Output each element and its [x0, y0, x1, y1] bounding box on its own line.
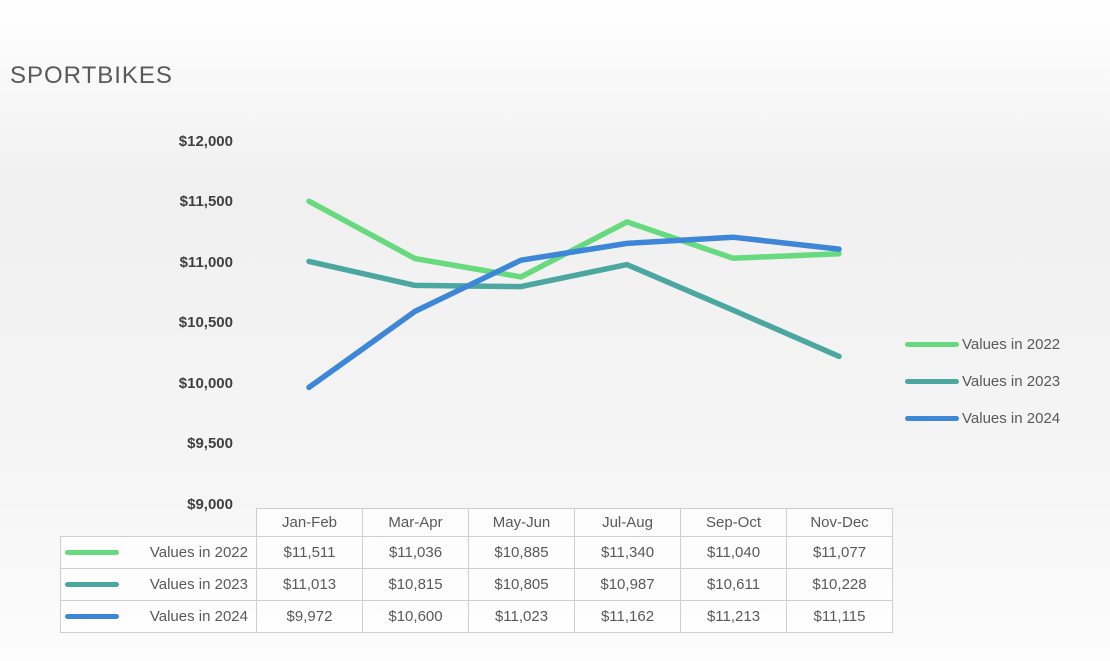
- legend-item-2023: Values in 2023: [905, 369, 1060, 393]
- legend: Values in 2022 Values in 2023 Values in …: [905, 332, 1060, 430]
- table-row-2023: Values in 2023 $11,013 $10,815 $10,805 $…: [60, 568, 893, 601]
- legend-item-label: Values in 2024: [962, 409, 1061, 427]
- legend-line-swatch-icon: [905, 415, 959, 421]
- row-label-text: Values in 2023: [149, 576, 248, 593]
- table-row-2024: Values in 2024 $9,972 $10,600 $11,023 $1…: [60, 600, 893, 633]
- series-line-values-in-2023: [306, 258, 842, 360]
- table-cell: $11,040: [680, 536, 787, 569]
- table-corner-cell: [61, 509, 257, 537]
- y-axis-tick-label: $10,500: [178, 314, 233, 331]
- legend-line-swatch-icon: [905, 341, 959, 347]
- table-cell: $11,023: [468, 600, 575, 633]
- column-header: Jan-Feb: [256, 508, 363, 537]
- table-cell: $11,340: [574, 536, 681, 569]
- y-axis-tick-label: $11,000: [179, 254, 233, 271]
- row-label: Values in 2024: [60, 600, 257, 633]
- table-cell: $11,077: [786, 536, 893, 569]
- legend-line-swatch-icon: [905, 378, 959, 384]
- table-cell: $10,987: [574, 568, 681, 601]
- table-cell: $9,972: [256, 600, 363, 633]
- chart-title: SPORTBIKES: [10, 62, 173, 89]
- table-cell: $11,162: [574, 600, 681, 633]
- y-axis-tick-label: $11,500: [179, 193, 233, 210]
- table-cell: $11,013: [256, 568, 363, 601]
- row-label: Values in 2023: [60, 568, 257, 601]
- column-header: May-Jun: [468, 508, 575, 537]
- table-cell: $10,805: [468, 568, 575, 601]
- series-line-swatch-icon: [65, 550, 119, 555]
- table-cell: $10,885: [468, 536, 575, 569]
- table-cell: $10,228: [786, 568, 893, 601]
- y-axis-tick-label: $10,000: [178, 375, 233, 392]
- series-line-values-in-2022: [306, 198, 842, 280]
- column-header: Nov-Dec: [786, 508, 893, 537]
- table-cell: $10,600: [362, 600, 469, 633]
- table-row-2022: Values in 2022 $11,511 $11,036 $10,885 $…: [60, 536, 893, 569]
- column-header: Jul-Aug: [574, 508, 681, 537]
- row-label: Values in 2022: [60, 536, 257, 569]
- legend-item-2024: Values in 2024: [905, 406, 1060, 430]
- table-header-row: Jan-Feb Mar-Apr May-Jun Jul-Aug Sep-Oct …: [61, 508, 893, 537]
- row-label-text: Values in 2024: [149, 608, 248, 625]
- table-cell: $11,213: [680, 600, 787, 633]
- data-table: Jan-Feb Mar-Apr May-Jun Jul-Aug Sep-Oct …: [60, 508, 893, 633]
- column-header: Mar-Apr: [362, 508, 469, 537]
- series-line-swatch-icon: [65, 614, 119, 619]
- table-cell: $11,036: [362, 536, 469, 569]
- y-axis-tick-label: $9,500: [187, 435, 233, 452]
- table-cell: $10,611: [680, 568, 787, 601]
- legend-item-label: Values in 2022: [962, 335, 1061, 353]
- row-label-text: Values in 2022: [149, 544, 248, 561]
- legend-item-label: Values in 2023: [962, 372, 1061, 390]
- y-axis-tick-label: $12,000: [178, 133, 233, 150]
- legend-item-2022: Values in 2022: [905, 332, 1060, 356]
- column-header: Sep-Oct: [680, 508, 787, 537]
- series-line-swatch-icon: [65, 582, 119, 587]
- table-cell: $10,815: [362, 568, 469, 601]
- y-axis-tick-label: $9,000: [187, 496, 233, 513]
- table-cell: $11,511: [256, 536, 363, 569]
- series-line-values-in-2024: [306, 234, 842, 391]
- table-cell: $11,115: [786, 600, 893, 633]
